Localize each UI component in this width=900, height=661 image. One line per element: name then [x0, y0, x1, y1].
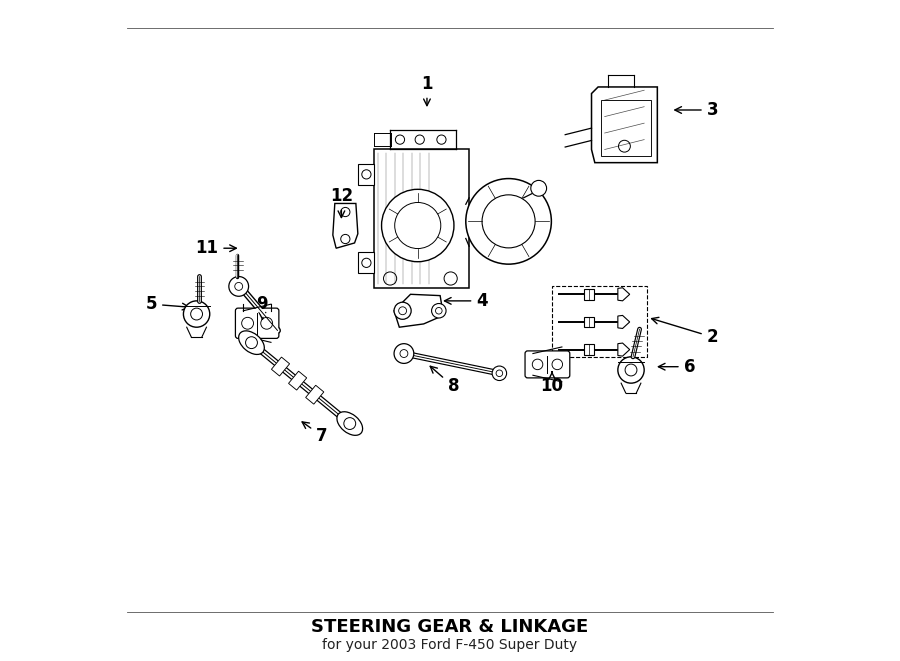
- Circle shape: [617, 357, 644, 383]
- Circle shape: [184, 301, 210, 327]
- Circle shape: [395, 135, 405, 144]
- Polygon shape: [272, 357, 290, 376]
- Polygon shape: [583, 289, 594, 299]
- Polygon shape: [583, 317, 594, 327]
- Text: 4: 4: [445, 292, 488, 310]
- Polygon shape: [289, 371, 307, 390]
- Circle shape: [531, 180, 546, 196]
- Text: 1: 1: [421, 75, 433, 106]
- Text: 11: 11: [195, 239, 237, 257]
- Text: 5: 5: [146, 295, 189, 313]
- FancyBboxPatch shape: [236, 308, 279, 338]
- Circle shape: [394, 344, 414, 364]
- Polygon shape: [394, 294, 444, 327]
- Circle shape: [382, 189, 454, 262]
- Text: 6: 6: [659, 358, 695, 375]
- Polygon shape: [617, 315, 630, 329]
- Circle shape: [394, 302, 411, 319]
- Text: 12: 12: [329, 186, 353, 217]
- Polygon shape: [306, 385, 324, 404]
- Polygon shape: [358, 253, 374, 274]
- Circle shape: [432, 303, 446, 318]
- Text: 8: 8: [430, 366, 459, 395]
- Circle shape: [415, 135, 424, 144]
- Circle shape: [229, 276, 248, 296]
- Circle shape: [466, 178, 552, 264]
- Polygon shape: [583, 344, 594, 355]
- Text: 10: 10: [541, 372, 563, 395]
- Text: 3: 3: [675, 101, 718, 119]
- Text: 2: 2: [652, 317, 718, 346]
- Text: for your 2003 Ford F-450 Super Duty: for your 2003 Ford F-450 Super Duty: [322, 638, 578, 652]
- Polygon shape: [617, 343, 630, 356]
- Polygon shape: [591, 87, 657, 163]
- Polygon shape: [617, 288, 630, 301]
- Ellipse shape: [337, 412, 363, 436]
- Polygon shape: [358, 164, 374, 185]
- Text: 7: 7: [302, 422, 328, 445]
- Circle shape: [436, 135, 446, 144]
- Ellipse shape: [238, 331, 265, 354]
- Text: 9: 9: [256, 295, 268, 319]
- FancyBboxPatch shape: [525, 351, 570, 378]
- Polygon shape: [333, 204, 358, 249]
- Text: STEERING GEAR & LINKAGE: STEERING GEAR & LINKAGE: [311, 617, 589, 636]
- Circle shape: [492, 366, 507, 381]
